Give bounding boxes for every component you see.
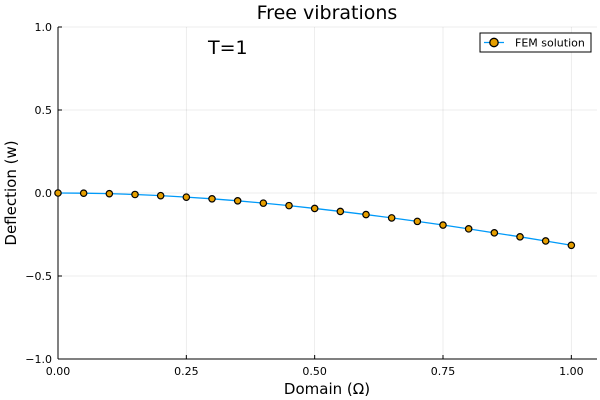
legend-entry-label: FEM solution — [515, 37, 585, 50]
data-point-marker — [285, 201, 293, 210]
data-point-marker — [464, 225, 473, 233]
legend: FEM solution — [479, 32, 592, 53]
y-tick-label: 0.5 — [35, 104, 53, 117]
grid-lines — [57, 26, 597, 360]
y-tick-label: 0.0 — [35, 187, 53, 200]
chart-title: Free vibrations — [257, 2, 398, 24]
data-point-marker — [541, 237, 550, 245]
data-point-marker — [259, 199, 268, 207]
x-tick-label: 0.25 — [174, 365, 199, 378]
data-point-marker — [362, 210, 370, 219]
data-point-marker — [54, 189, 62, 197]
data-point-marker — [182, 193, 191, 201]
x-tick-label: 0.50 — [302, 365, 327, 378]
data-point-marker — [131, 190, 139, 199]
data-point-marker — [439, 221, 447, 229]
legend-box — [479, 32, 592, 53]
data-point-marker — [310, 204, 319, 213]
y-tick-label: −0.5 — [25, 270, 52, 283]
data-point-marker — [208, 195, 216, 203]
series-layer — [54, 189, 576, 250]
data-point-marker — [156, 191, 165, 200]
legend-marker-swatch — [489, 37, 499, 48]
x-axis-label: Domain (Ω) — [284, 380, 370, 398]
x-tick-label: 1.00 — [559, 365, 584, 378]
data-point-marker — [233, 197, 242, 205]
data-point-marker — [105, 189, 114, 198]
y-tick-label: 1.0 — [35, 21, 53, 34]
data-point-marker — [336, 207, 345, 216]
data-point-marker — [413, 217, 422, 226]
data-point-marker — [490, 229, 499, 237]
x-tick-label: 0.75 — [431, 365, 456, 378]
annotation-label: T=1 — [207, 37, 248, 59]
x-tick-label: 0.00 — [46, 365, 71, 378]
y-axis-label: Deflection (w) — [2, 140, 20, 245]
axis-ticks: 0.00 0.25 0.50 0.75 1.00 −1.0 −0.5 0.0 0.5 1.0 — [25, 21, 583, 378]
data-point-marker — [79, 189, 88, 197]
data-point-marker — [516, 233, 524, 241]
data-point-marker — [567, 241, 576, 250]
data-point-marker — [387, 214, 396, 222]
y-tick-label: −1.0 — [25, 353, 52, 366]
